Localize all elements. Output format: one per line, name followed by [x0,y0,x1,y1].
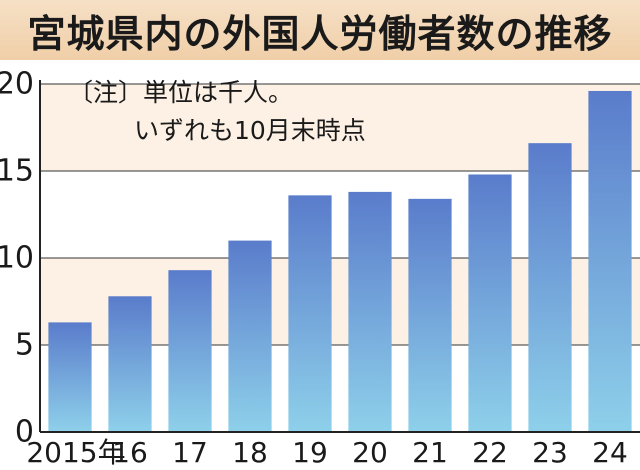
bar-20 [348,191,392,432]
bar-17 [168,270,212,432]
bar-21 [408,198,452,432]
bar-16 [108,296,152,432]
y-tick-label: 5 [15,328,34,363]
x-tick-label: 24 [592,436,628,469]
note-line-1: 〔注〕単位は千人。 [68,78,294,107]
y-tick-label: 10 [0,241,34,276]
y-tick-label: 0 [15,415,34,450]
unit-note: 〔注〕単位は千人。 いずれも10月末時点 [68,74,366,150]
x-tick-label: 16 [112,436,148,469]
x-tick-label: 2015年 [26,436,125,469]
x-tick-label: 21 [412,436,448,469]
bar-23 [528,143,572,432]
x-tick-label: 23 [532,436,568,469]
y-tick-label: 20 [0,67,34,102]
chart-title: 宮城県内の外国人労働者数の推移 [27,11,613,56]
x-tick-label: 18 [232,436,268,469]
note-line-2: いずれも10月末時点 [134,116,366,145]
x-tick-label: 20 [352,436,388,469]
bar-2015年 [48,322,92,432]
x-tick-label: 19 [292,436,328,469]
x-tick-label: 22 [472,436,508,469]
bar-18 [228,240,272,432]
bar-22 [468,174,512,433]
bar-19 [288,195,332,432]
title-bar: 宮城県内の外国人労働者数の推移 [0,0,640,60]
bar-24 [588,90,632,433]
y-tick-label: 15 [0,154,34,189]
x-tick-label: 17 [172,436,208,469]
